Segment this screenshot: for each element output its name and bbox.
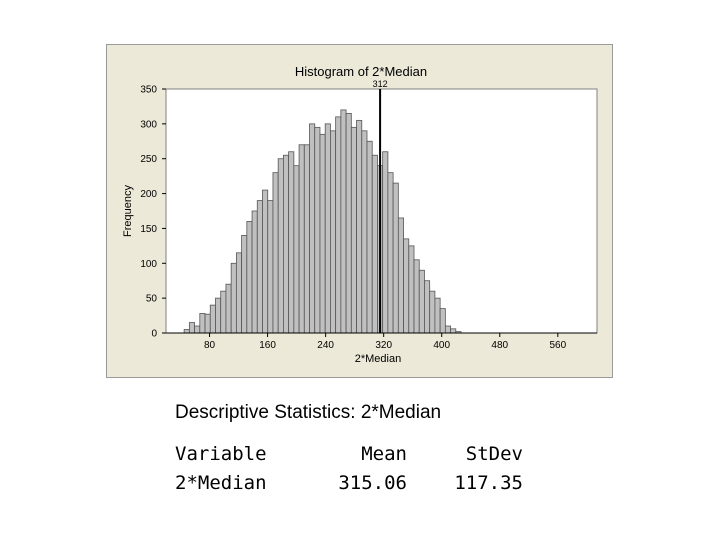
histogram-bar	[340, 109, 347, 334]
histogram-bar	[429, 290, 436, 334]
chart-title: Histogram of 2*Median	[295, 64, 427, 79]
median-reference-label: 312	[373, 79, 388, 89]
x-tick-label: 80	[204, 340, 216, 351]
x-tick-label: 240	[317, 340, 334, 351]
histogram-bar	[183, 329, 190, 334]
y-tick-label: 50	[146, 294, 158, 305]
y-tick-label: 250	[140, 154, 157, 165]
histogram-bar	[241, 234, 248, 334]
x-tick-label: 400	[433, 340, 450, 351]
histogram-bar	[267, 200, 274, 334]
histogram-bar	[434, 297, 441, 334]
histogram-bar	[418, 269, 425, 334]
x-tick-label: 480	[491, 340, 508, 351]
histogram-bar	[209, 304, 216, 334]
y-axis-label: Frequency	[122, 185, 134, 237]
histogram-bar	[350, 126, 357, 334]
histogram-bar	[230, 262, 237, 334]
stats-header-row: Variable Mean StDev	[175, 443, 523, 465]
y-tick-label: 200	[140, 189, 157, 200]
histogram-bar	[199, 313, 206, 334]
value-stdev: 117.35	[454, 472, 523, 494]
stats-title: Descriptive Statistics: 2*Median	[175, 402, 442, 423]
histogram-bar	[397, 217, 404, 334]
x-tick-label: 320	[375, 340, 392, 351]
histogram-bar	[194, 325, 201, 334]
histogram-bar	[450, 328, 457, 334]
y-tick-label: 300	[140, 119, 157, 130]
histogram-bar	[345, 113, 352, 334]
y-tick-label: 150	[140, 224, 157, 235]
histogram-bar	[403, 238, 410, 334]
histogram-bar	[392, 182, 399, 334]
histogram-bar	[366, 140, 373, 334]
histogram-bar	[413, 259, 420, 334]
histogram-bar	[298, 144, 305, 334]
histogram-bar	[324, 123, 331, 334]
histogram-bar	[303, 144, 310, 334]
value-variable: 2*Median	[175, 472, 267, 494]
y-tick-label: 350	[140, 85, 157, 96]
histogram-bar	[293, 165, 300, 334]
histogram-bar	[387, 172, 394, 334]
histogram-bar	[356, 119, 363, 334]
histogram-bar	[246, 221, 253, 334]
histogram-bar	[439, 308, 446, 334]
histogram-bar	[235, 252, 243, 334]
histogram-bar	[408, 245, 415, 334]
axes: 80 160 240 320 400 480 560 0 50 100 150 200 250 300 35…	[140, 85, 597, 351]
histogram-panel: Histogram of 2*Median 2*Median Frequency…	[106, 44, 613, 378]
histogram-bar	[444, 325, 451, 334]
histogram-bars	[183, 109, 462, 334]
histogram-bar	[361, 130, 368, 334]
x-tick-label: 160	[259, 340, 276, 351]
stats-data-row: 2*Median 315.06 117.35	[175, 472, 523, 494]
histogram-bar	[288, 151, 295, 334]
y-tick-label: 100	[140, 259, 157, 270]
histogram-bar	[309, 123, 316, 334]
histogram-bar	[256, 200, 263, 334]
histogram-bar	[424, 280, 431, 334]
histogram-bar	[319, 133, 326, 334]
histogram-chart: Histogram of 2*Median 2*Median Frequency…	[122, 64, 598, 365]
histogram-bar	[335, 116, 342, 334]
histogram-bar	[330, 130, 337, 334]
histogram-bar	[272, 172, 279, 334]
header-stdev: StDev	[465, 443, 523, 465]
header-mean: Mean	[361, 443, 407, 465]
value-mean: 315.06	[338, 472, 407, 494]
histogram-bar	[371, 154, 378, 334]
histogram-bar	[251, 210, 258, 334]
histogram-bar	[283, 154, 290, 334]
y-tick-label: 0	[151, 329, 157, 340]
histogram-bar	[220, 290, 227, 334]
header-variable: Variable	[175, 443, 267, 465]
x-tick-label: 560	[549, 340, 566, 351]
x-axis-label: 2*Median	[355, 353, 401, 365]
histogram-bar	[277, 158, 284, 334]
histogram-bar	[215, 297, 222, 334]
histogram-bar	[314, 126, 321, 334]
histogram-bar	[204, 313, 211, 334]
histogram-bar	[188, 322, 195, 334]
histogram-bar	[382, 151, 389, 334]
histogram-bar	[225, 283, 232, 334]
histogram-bar	[262, 189, 269, 334]
